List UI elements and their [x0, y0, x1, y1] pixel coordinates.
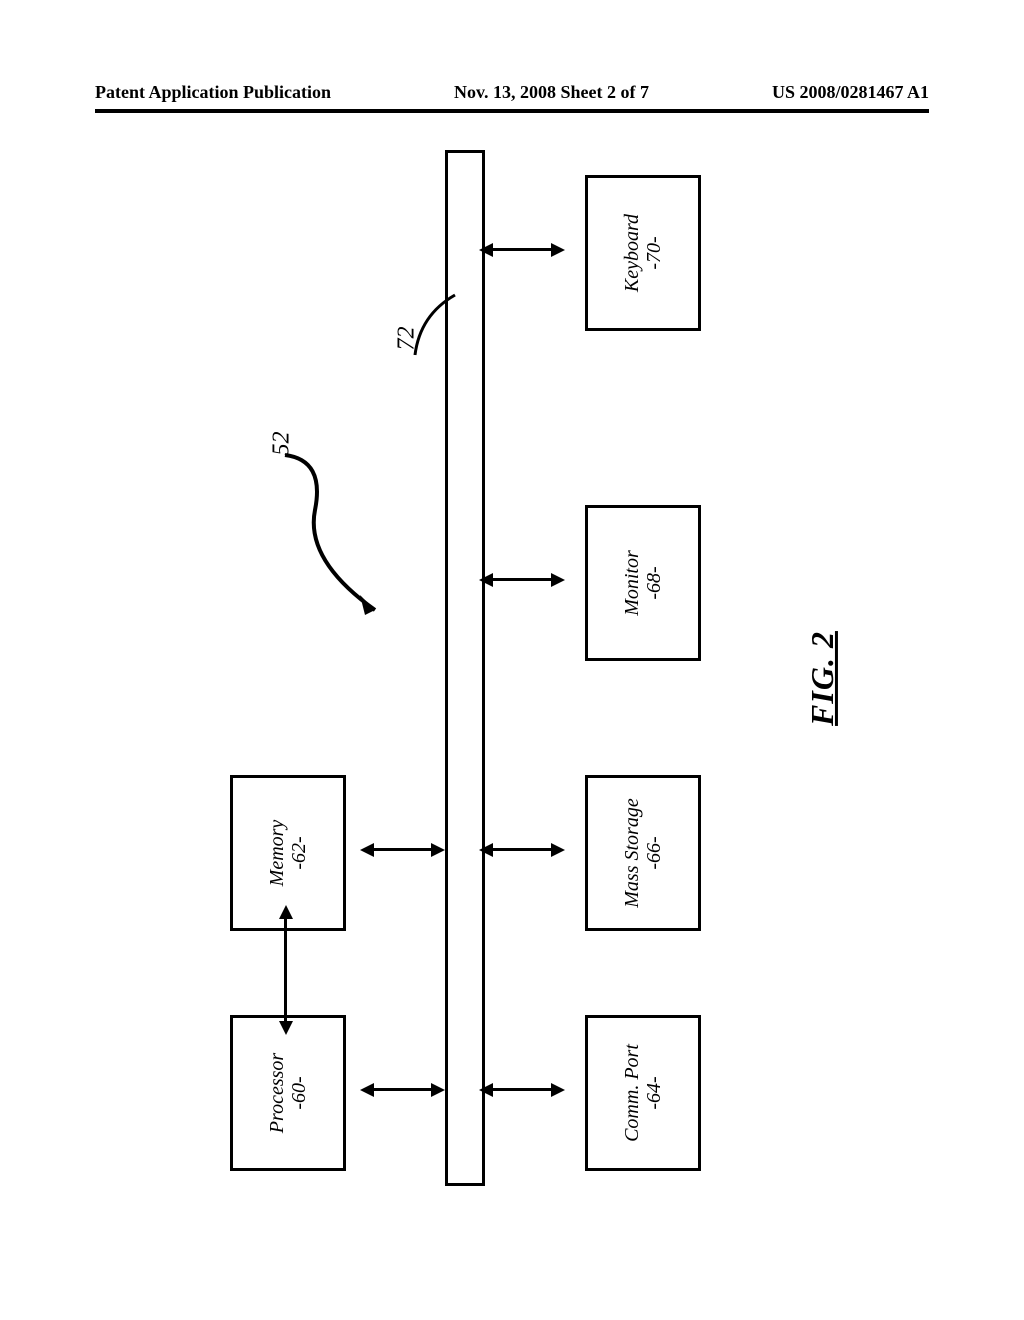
arrow-processor-memory — [284, 918, 287, 1022]
arrowhead-icon — [279, 905, 293, 919]
box-label: Keyboard — [621, 214, 643, 292]
box-label: Mass Storage — [621, 798, 643, 907]
arrowhead-icon — [431, 1083, 445, 1097]
header-left: Patent Application Publication — [95, 82, 331, 103]
leader-arrow-icon — [265, 450, 395, 620]
arrow-commport-bus — [492, 1088, 552, 1091]
box-keyboard: Keyboard -70- — [585, 175, 701, 331]
arrowhead-icon — [479, 1083, 493, 1097]
page-header: Patent Application Publication Nov. 13, … — [95, 82, 929, 113]
arrowhead-icon — [279, 1021, 293, 1035]
header-center: Nov. 13, 2008 Sheet 2 of 7 — [454, 82, 649, 103]
arrow-memory-bus — [373, 848, 433, 851]
box-massstorage: Mass Storage -66- — [585, 775, 701, 931]
box-label: Comm. Port — [621, 1044, 643, 1142]
box-num: -66- — [643, 836, 665, 869]
arrowhead-icon — [479, 843, 493, 857]
figure-caption: FIG. 2 — [804, 631, 841, 726]
box-num: -62- — [288, 836, 310, 869]
page: Patent Application Publication Nov. 13, … — [0, 0, 1024, 1320]
box-monitor: Monitor -68- — [585, 505, 701, 661]
arrowhead-icon — [551, 843, 565, 857]
box-num: -70- — [643, 236, 665, 269]
arrowhead-icon — [360, 1083, 374, 1097]
box-processor: Processor -60- — [230, 1015, 346, 1171]
arrowhead-icon — [360, 843, 374, 857]
arrowhead-icon — [551, 573, 565, 587]
box-label: Memory — [266, 820, 288, 887]
arrowhead-icon — [551, 1083, 565, 1097]
arrow-monitor-bus — [492, 578, 552, 581]
arrow-massstorage-bus — [492, 848, 552, 851]
header-right: US 2008/0281467 A1 — [772, 82, 929, 103]
arrowhead-icon — [479, 243, 493, 257]
arrowhead-icon — [551, 243, 565, 257]
arrow-processor-bus — [373, 1088, 433, 1091]
block-diagram: Processor -60- Memory -62- Comm. Port -6… — [95, 130, 929, 1230]
box-num: -60- — [288, 1076, 310, 1109]
box-label: Monitor — [621, 550, 643, 616]
arrowhead-icon — [479, 573, 493, 587]
box-num: -68- — [643, 566, 665, 599]
arrowhead-icon — [431, 843, 445, 857]
leader-line-icon — [405, 285, 465, 365]
box-label: Processor — [266, 1053, 288, 1133]
box-num: -64- — [643, 1076, 665, 1109]
box-commport: Comm. Port -64- — [585, 1015, 701, 1171]
arrow-keyboard-bus — [492, 248, 552, 251]
